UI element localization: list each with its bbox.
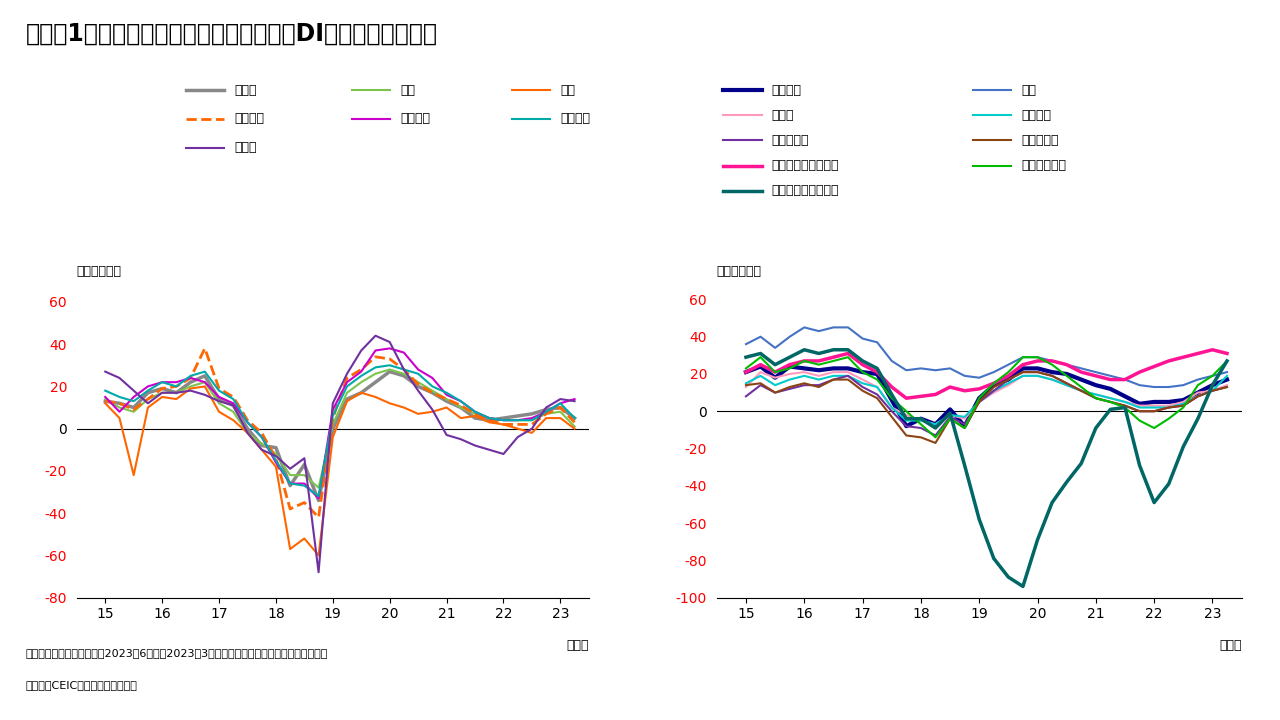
Text: （年）: （年） [566, 639, 589, 652]
Text: 卸売・小売: 卸売・小売 [772, 134, 809, 147]
Text: 一般機械: 一般機械 [401, 112, 430, 125]
Text: 通信・情報サービス: 通信・情報サービス [772, 159, 840, 172]
Text: 建設: 建設 [1021, 84, 1037, 96]
Text: （出所）CEICよりインベスコ作成: （出所）CEICよりインベスコ作成 [26, 680, 137, 690]
Text: 対人サービス: 対人サービス [1021, 159, 1066, 172]
Text: 物品賃貸: 物品賃貸 [1021, 109, 1051, 122]
Text: 鉄鋼: 鉄鋼 [561, 84, 576, 96]
Text: 製造業: 製造業 [234, 84, 257, 96]
Text: 宿泊・飲食サービス: 宿泊・飲食サービス [772, 184, 840, 197]
Text: 化学: 化学 [401, 84, 416, 96]
Text: 非製造業: 非製造業 [772, 84, 801, 96]
Text: 不動産: 不動産 [772, 109, 795, 122]
Text: （図表1）日本：日銀短観による業況判断DI（大企業ベース）: （図表1）日本：日銀短観による業況判断DI（大企業ベース） [26, 22, 438, 45]
Text: （年）: （年） [1219, 639, 1242, 652]
Text: （注）四半期ごとの計数。2023年6月分は2023年3月における業況判断（先行き）の計数。: （注）四半期ごとの計数。2023年6月分は2023年3月における業況判断（先行き… [26, 648, 328, 658]
Text: 運輸・郵便: 運輸・郵便 [1021, 134, 1059, 147]
Text: 非鉄金属: 非鉄金属 [234, 112, 264, 125]
Text: （ポイント）: （ポイント） [77, 265, 122, 278]
Text: 電気機械: 電気機械 [561, 112, 590, 125]
Text: 自動車: 自動車 [234, 141, 257, 154]
Text: （ポイント）: （ポイント） [717, 265, 762, 278]
